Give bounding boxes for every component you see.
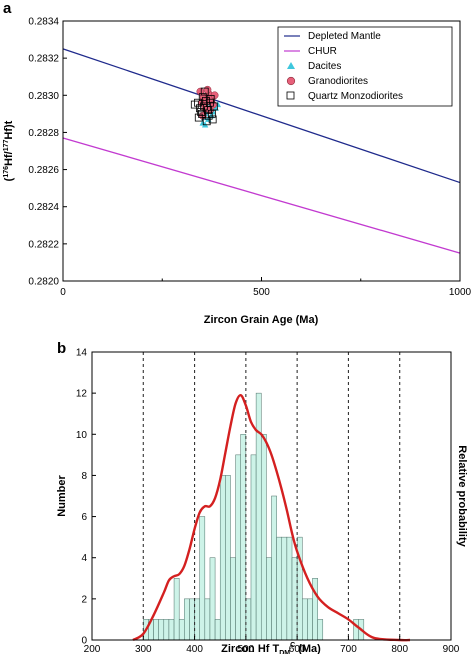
histogram-bar	[276, 536, 283, 641]
histogram-bar	[302, 598, 308, 641]
panel-a-xtick-label: 0	[60, 287, 66, 298]
panel-b-xtick-label: 200	[84, 644, 101, 654]
point-quartz-monzodiorites	[202, 117, 211, 126]
point-dacites	[208, 112, 215, 119]
panel-a-legend: Depleted Mantle CHUR Dacites Granodiorit…	[277, 26, 453, 107]
panel-a-frame	[62, 20, 461, 282]
histogram-bar	[189, 598, 195, 641]
point-quartz-monzodiorites	[194, 113, 203, 122]
legend-quartz-monzodiorites: Quartz Monzodiorites	[308, 91, 403, 102]
histogram-bar	[271, 495, 277, 641]
histogram-bar	[194, 598, 200, 641]
histogram-bar	[168, 619, 175, 641]
point-quartz-monzodiorites	[200, 87, 209, 96]
legend-depleted-mantle: Depleted Mantle	[308, 31, 381, 42]
panel-a-ytick-label: 0.2824	[28, 202, 59, 213]
panel-a-ytick-label: 0.2832	[28, 54, 59, 65]
legend-box	[277, 26, 453, 107]
histogram-bar	[209, 557, 216, 641]
panel-a-xlabel: Zircon Grain Age (Ma)	[204, 314, 319, 326]
panel-a-chart: 0.2820 0.2822 0.2824 0.2826 0.2828 0.2830 0.28…	[28, 17, 471, 299]
histogram-bar	[230, 557, 236, 641]
histogram-bar	[286, 536, 293, 641]
panel-b-xtick-label: 900	[443, 644, 460, 654]
histogram-bar	[353, 619, 359, 641]
panel-b-frame	[91, 351, 452, 641]
panel-b-ytick-label: 0	[81, 636, 87, 647]
line-depleted-mantle	[62, 48, 461, 184]
legend-granodiorites-marker	[286, 76, 296, 86]
histogram-bar	[163, 619, 170, 641]
panel-a-ytick-label: 0.2822	[28, 239, 59, 250]
panel-b-xtick-label: 600	[289, 644, 306, 654]
histogram-bar	[158, 619, 165, 641]
relative-probability-curve	[132, 394, 410, 642]
histogram-bar	[281, 536, 288, 641]
panel-a-ytick-label: 0.2826	[28, 165, 59, 176]
panel-b-chart: 0 2 4 6 8 10 12 14 200 300 400 500 600 700 800 900	[76, 348, 460, 654]
panel-b-xtick-label: 400	[186, 644, 203, 654]
panel-b-xtick-label: 500	[238, 644, 255, 654]
panel-a-label: a	[3, 0, 12, 17]
panel-b-label: b	[57, 340, 66, 357]
legend-chur: CHUR	[308, 46, 337, 57]
panel-b-xtick-label: 300	[135, 644, 152, 654]
point-granodiorites	[203, 85, 212, 94]
point-quartz-monzodiorites	[197, 108, 206, 116]
point-quartz-monzodiorites	[208, 115, 217, 124]
panel-b-ylabel: Number	[56, 475, 68, 517]
panel-b-xlabel: Zircon Hf TDMC (Ma)	[221, 642, 321, 654]
histogram-bar	[184, 598, 190, 641]
panel-b-ytick-label: 2	[81, 594, 87, 605]
point-quartz-monzodiorites	[198, 93, 207, 102]
histogram-bar	[214, 619, 221, 641]
histogram-bar	[204, 598, 211, 641]
panel-b-ytick-label: 12	[76, 389, 88, 400]
histogram-bar	[225, 475, 231, 641]
histogram-bar	[178, 619, 185, 641]
histogram-bar	[153, 619, 159, 641]
panel-b-xtick-label: 800	[391, 644, 408, 654]
point-quartz-monzodiorites	[209, 102, 218, 111]
panel-b-right-ylabel: Relative probability	[456, 445, 468, 547]
histogram-bar	[250, 454, 257, 641]
panel-b-ytick-label: 4	[81, 553, 87, 564]
histogram-bar	[307, 598, 313, 641]
panel-b-ytick-label: 6	[81, 512, 87, 523]
panel-b-ytick-label: 14	[76, 348, 88, 359]
legend-dacites-marker	[287, 62, 295, 69]
panel-a-ytick-label: 0.2828	[28, 128, 59, 139]
panel-a-ytick-label: 0.2830	[28, 91, 59, 102]
histogram-bar	[245, 598, 252, 641]
panel-a-xtick-label: 500	[253, 287, 270, 298]
legend-dacites: Dacites	[308, 61, 341, 72]
histogram-bar	[260, 434, 267, 641]
panel-a-xtick-label: 1000	[449, 287, 472, 298]
histogram-bar	[199, 516, 206, 641]
histogram-bar	[240, 434, 247, 641]
panel-b-ytick-label: 8	[81, 471, 87, 482]
panel-b-xtick-label: 700	[340, 644, 357, 654]
histogram-bar	[291, 557, 298, 641]
panel-a-ytick-label: 0.2834	[28, 17, 59, 28]
legend-quartz-monzodiorites-marker	[286, 91, 295, 100]
histogram-bar	[173, 578, 180, 641]
panel-a-ytick-label: 0.2820	[28, 277, 59, 288]
histogram-bar	[219, 475, 226, 641]
panel-b-ytick-label: 10	[76, 430, 88, 441]
point-quartz-monzodiorites	[206, 95, 215, 103]
histogram-bar	[317, 619, 324, 641]
legend-granodiorites: Granodiorites	[308, 76, 368, 87]
panel-a-ylabel: (176Hf/177Hf)t	[3, 120, 15, 181]
line-chur	[62, 137, 461, 254]
histogram-bar	[266, 557, 272, 641]
histogram-bar	[235, 454, 241, 641]
